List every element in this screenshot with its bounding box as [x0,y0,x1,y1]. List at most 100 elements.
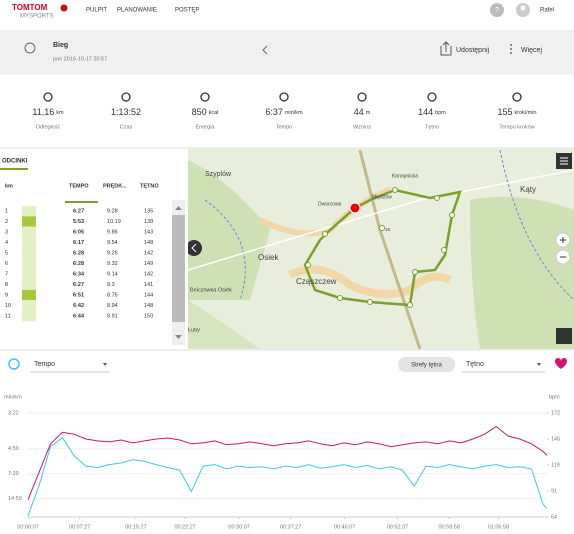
stat-label: Tętno [425,124,439,130]
zones-button-bg[interactable] [398,357,455,372]
stat-number: 6:37 [265,107,283,117]
map-label: Dworcowa [318,201,342,207]
x-tick-label: 00:00:07 [17,524,38,530]
dropdown-caret [103,363,107,366]
more-button[interactable]: Więcej [521,47,542,54]
stat-number: 155 [497,107,512,117]
stat-label: Wznios [353,124,371,130]
run-icon [24,42,36,54]
split-cell: 5:53 [73,219,84,225]
column-header[interactable]: TĘTNO [140,183,159,189]
stat-value: 850 kcal [192,107,219,117]
x-tick-label: 00:59:58 [438,524,459,530]
product: MYSPORTS [20,14,54,20]
split-cell: 7 [5,271,8,277]
split-cell: 10 [5,303,11,309]
x-tick-label: 00:15:27 [125,524,146,530]
map-label: Konopnicka [392,173,418,179]
split-cell: 6:28 [73,250,84,256]
x-tick-label: 00:45:07 [334,524,355,530]
stat-label: Tempo kroków [499,124,534,130]
split-cell: 141 [144,282,153,288]
map-label: Bniczówka Osiek [190,287,232,293]
split-cell: 11 [5,313,11,319]
more-icon [510,44,512,54]
split-cell: 149 [144,261,153,267]
split-cell: 1 [5,208,8,214]
y-tick-label: 4:59 [8,446,19,452]
y2-tick-label: 172 [551,410,560,416]
split-cell: 6:44 [73,313,85,319]
split-cell: 8.91 [107,313,118,319]
y2-axis-title: bpm [549,394,560,400]
split-cell: 9.26 [107,250,118,256]
help-button[interactable] [490,3,504,17]
stat-number: 44 [354,107,364,117]
help-icon: ? [495,7,499,14]
split-cell: 6:05 [73,229,84,235]
stat-label: Tempo [276,124,293,130]
split-cell: 135 [144,208,153,214]
split-cell: 6:51 [73,292,84,298]
stat-value: 144 bpm [418,107,446,117]
stat-label: Czas [120,124,133,130]
stat-value: 1:13:52 [111,107,141,117]
stat-icon [43,92,53,102]
pace-cell [22,247,36,259]
left-metric[interactable]: Tempo [34,361,55,368]
pace-icon [8,358,20,370]
stat-value: 155 kroki/min [497,107,536,117]
activity-date: pon 2016-10-17 20:57 [53,56,107,62]
column-header[interactable]: TEMPO [69,183,89,189]
y2-tick-label: 118 [551,462,560,468]
zones-button[interactable]: Strefy tętna [411,363,442,369]
map[interactable] [186,149,574,350]
split-cell: 148 [144,240,153,246]
logo-mark [60,4,68,12]
y-axis-title: min/km [4,394,22,400]
column-header[interactable]: PRĘDK... [103,183,127,189]
stat-value: 11,16 km [32,107,64,117]
user-name[interactable]: Rafel [540,8,554,14]
stat-icon [121,92,131,102]
nav-link[interactable]: PULPIT [86,8,107,14]
nav-link[interactable]: PLANOWANIE [117,8,157,14]
split-cell: 10.19 [107,219,121,225]
pace-cell [22,268,36,280]
x-tick-label: 00:52:37 [387,524,408,530]
logo: TOMTOM [12,3,48,12]
y2-tick-label: 91 [551,488,557,494]
map-label: 15 [385,227,391,232]
share-button[interactable]: Udostępnij [456,47,490,54]
stat-icon [357,92,367,102]
stat-label: Energia [196,124,216,130]
split-cell: 8.94 [107,303,118,309]
stat-icon [200,92,210,102]
activity-type: Bieg [53,42,68,49]
split-cell: 2 [5,219,8,225]
split-cell: 143 [144,229,153,235]
stat-label: Odległość [36,124,61,130]
stat-number: 1:13:52 [111,107,141,117]
column-header[interactable]: km [5,183,13,189]
split-cell: 3 [5,229,8,235]
split-cell: 6:27 [73,282,84,288]
back-arrow[interactable] [262,45,268,55]
split-cell: 6 [5,261,8,267]
y2-tick-label: 145 [551,436,560,442]
nav-link[interactable]: POSTĘP [175,8,199,14]
scroll-thumb[interactable] [172,215,185,322]
split-cell: 6:28 [73,261,84,267]
split-cell: 148 [144,303,153,309]
stat-unit: bpm [435,110,446,116]
map-label: Osiek [258,253,279,262]
right-metric[interactable]: Tętno [466,361,484,368]
x-tick-label: 00:30:07 [228,524,249,530]
splits-tab[interactable]: ODCINKI [2,159,28,165]
split-cell: 8 [5,282,8,288]
split-cell: 138 [144,219,153,225]
pace-cell [22,205,36,217]
split-cell: 5 [5,250,8,256]
split-cell: 144 [144,292,153,298]
